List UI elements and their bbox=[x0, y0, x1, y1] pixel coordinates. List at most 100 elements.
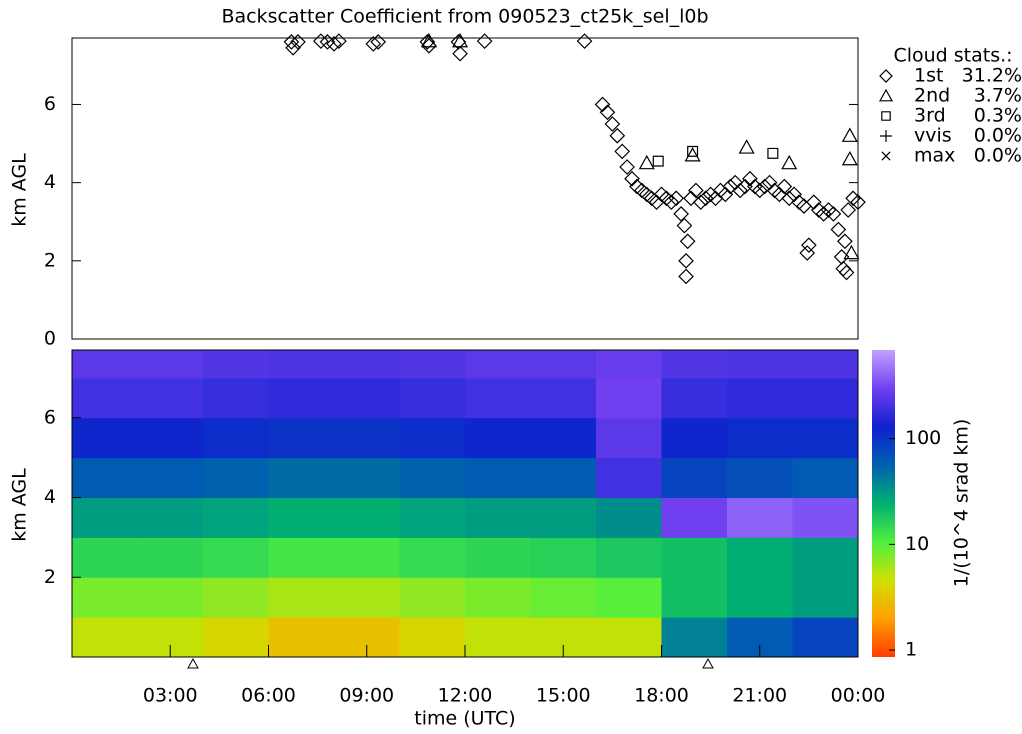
heat-cell bbox=[399, 537, 466, 578]
heat-cell bbox=[203, 350, 269, 379]
heat-cell bbox=[137, 577, 204, 618]
y-tick-label: 4 bbox=[44, 171, 56, 193]
point bbox=[684, 147, 701, 162]
heat-cell bbox=[465, 537, 531, 578]
heat-cell bbox=[334, 417, 400, 459]
colorbar-tick-label: 100 bbox=[905, 427, 941, 449]
heat-cell bbox=[661, 457, 728, 499]
point bbox=[313, 33, 329, 49]
heat-cell bbox=[137, 350, 204, 379]
y-tick-label: 0 bbox=[44, 328, 56, 350]
point bbox=[727, 174, 744, 191]
y-tick-label: 4 bbox=[44, 486, 56, 508]
y-tick-label: 6 bbox=[44, 93, 56, 115]
y-tick-label: 6 bbox=[44, 406, 56, 428]
heat-cell bbox=[465, 617, 531, 658]
point bbox=[837, 233, 853, 250]
heat-cell bbox=[203, 537, 269, 578]
point bbox=[476, 33, 493, 49]
heat-cell bbox=[530, 417, 597, 459]
heat-cell bbox=[792, 497, 859, 538]
x-tick-label: 00:00 bbox=[831, 685, 886, 707]
legend-label: 2nd bbox=[914, 85, 950, 107]
heat-cell bbox=[334, 577, 400, 618]
heat-cell bbox=[72, 417, 138, 459]
point bbox=[796, 198, 812, 214]
heat-cell bbox=[792, 577, 859, 618]
y-tick-label: 2 bbox=[44, 249, 56, 271]
point bbox=[663, 194, 680, 211]
heat-cell bbox=[203, 497, 269, 538]
y-axis-label: km AGL bbox=[9, 468, 31, 542]
heat-cell bbox=[399, 377, 466, 419]
heat-cell bbox=[661, 417, 728, 459]
point bbox=[678, 252, 694, 269]
heat-cell bbox=[465, 377, 531, 419]
heat-cell bbox=[137, 417, 204, 459]
heat-cell bbox=[72, 350, 138, 379]
point bbox=[638, 154, 655, 170]
point bbox=[767, 147, 779, 159]
point bbox=[805, 194, 822, 211]
heat-cell bbox=[465, 497, 531, 538]
heat-cell bbox=[72, 457, 138, 499]
point bbox=[619, 159, 635, 175]
point bbox=[692, 194, 709, 211]
heat-cell bbox=[792, 417, 859, 459]
heat-cell bbox=[792, 537, 859, 578]
heat-cell bbox=[203, 417, 269, 459]
legend-label: 1st bbox=[914, 65, 943, 87]
heat-cell bbox=[792, 457, 859, 499]
x-tick-label: 03:00 bbox=[143, 685, 198, 707]
point bbox=[683, 190, 699, 207]
x-tick-label: 18:00 bbox=[634, 685, 689, 707]
point bbox=[283, 34, 300, 50]
point bbox=[732, 182, 748, 199]
point bbox=[624, 170, 640, 187]
point bbox=[722, 178, 739, 195]
heat-cell bbox=[334, 377, 400, 419]
point bbox=[687, 145, 699, 157]
heat-cell bbox=[268, 577, 335, 618]
point bbox=[742, 170, 758, 187]
heat-cell bbox=[72, 617, 138, 658]
event-marker bbox=[187, 657, 714, 669]
heat-cell bbox=[792, 617, 859, 658]
y-axis-label: km AGL bbox=[9, 153, 31, 227]
legend-value: 31.2% bbox=[962, 65, 1022, 87]
heat-cell bbox=[137, 457, 204, 499]
legend-value: 0.0% bbox=[974, 145, 1022, 167]
heat-cell bbox=[268, 537, 335, 578]
point bbox=[365, 36, 382, 52]
point bbox=[331, 33, 347, 49]
x-tick-label: 21:00 bbox=[732, 685, 787, 707]
point bbox=[614, 143, 631, 160]
heat-cell bbox=[399, 497, 466, 538]
heat-cell bbox=[530, 497, 597, 538]
heat-cell bbox=[727, 417, 793, 459]
point bbox=[799, 245, 816, 261]
heat-cell bbox=[268, 350, 335, 379]
point bbox=[843, 244, 860, 260]
heat-cell bbox=[792, 377, 859, 419]
heat-cell bbox=[334, 350, 400, 379]
heat-cell bbox=[596, 577, 662, 618]
heat-cell bbox=[727, 457, 793, 499]
x-axis-label: time (UTC) bbox=[414, 708, 515, 730]
heat-cell bbox=[661, 497, 728, 538]
heat-cell bbox=[661, 617, 728, 658]
legend-marker bbox=[881, 111, 891, 121]
point bbox=[756, 178, 773, 195]
point bbox=[652, 155, 664, 167]
chart-title: Backscatter Coefficient from 090523_ct25… bbox=[221, 6, 708, 28]
heat-cell bbox=[268, 617, 335, 658]
point bbox=[594, 96, 611, 113]
point bbox=[820, 202, 837, 218]
point bbox=[781, 154, 798, 170]
point bbox=[609, 127, 626, 144]
point bbox=[452, 32, 469, 48]
heatmap bbox=[72, 350, 859, 658]
heat-cell bbox=[596, 457, 662, 499]
